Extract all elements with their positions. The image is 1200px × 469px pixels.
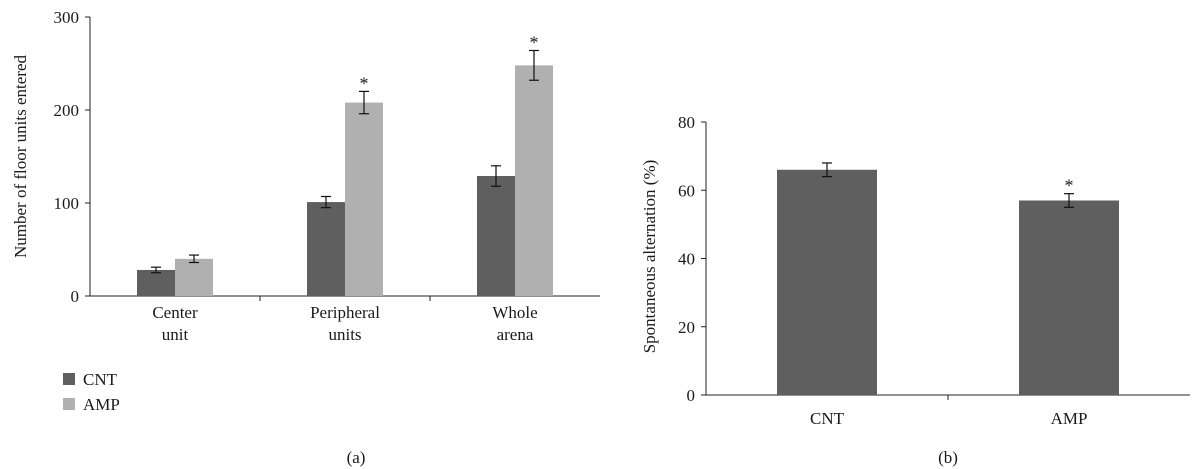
x-category-label: units <box>328 325 361 344</box>
legend-swatch-amp <box>63 398 75 410</box>
x-category-label: unit <box>162 325 189 344</box>
bar-amp-1 <box>175 258 213 296</box>
x-category-label: AMP <box>1051 409 1088 428</box>
bar-cnt-3 <box>477 176 515 296</box>
panel-b-chart: 0 20 40 60 80 CNT * AMP Spontaneous alternation … <box>640 113 1190 467</box>
bar-cnt-2 <box>307 202 345 296</box>
y-tick-label: 60 <box>678 181 695 200</box>
x-category-label: Whole <box>492 303 537 322</box>
bar-amp <box>1019 200 1119 395</box>
x-category-label: CNT <box>810 409 845 428</box>
x-category-label: Center <box>152 303 198 322</box>
legend-swatch-cnt <box>63 373 75 385</box>
bar-amp-3 <box>515 65 553 296</box>
legend-label-cnt: CNT <box>83 370 118 389</box>
bar-cnt-1 <box>137 269 175 296</box>
y-tick-label: 100 <box>54 194 80 213</box>
bar-amp-2 <box>345 102 383 296</box>
significance-marker: * <box>360 73 369 93</box>
significance-marker: * <box>530 32 539 52</box>
x-category-label: Peripheral <box>310 303 380 322</box>
bar-cnt <box>777 169 877 395</box>
y-tick-label: 200 <box>54 101 80 120</box>
x-category-label: arena <box>497 325 534 344</box>
significance-marker: * <box>1065 176 1074 196</box>
legend-label-amp: AMP <box>83 395 120 414</box>
y-tick-label: 40 <box>678 250 695 269</box>
y-tick-label: 0 <box>687 386 696 405</box>
y-tick-label: 20 <box>678 318 695 337</box>
panel-a-chart: 0 100 200 300 Center unit * Peripheral units * Who… <box>11 8 600 467</box>
y-axis-title: Spontaneous alternation (%) <box>640 160 659 354</box>
y-tick-label: 0 <box>71 287 80 306</box>
y-tick-label: 80 <box>678 113 695 132</box>
panel-label-b: (b) <box>938 448 958 467</box>
y-axis-title: Number of floor units entered <box>11 55 30 258</box>
y-tick-label: 300 <box>54 8 80 27</box>
panel-label-a: (a) <box>347 448 366 467</box>
